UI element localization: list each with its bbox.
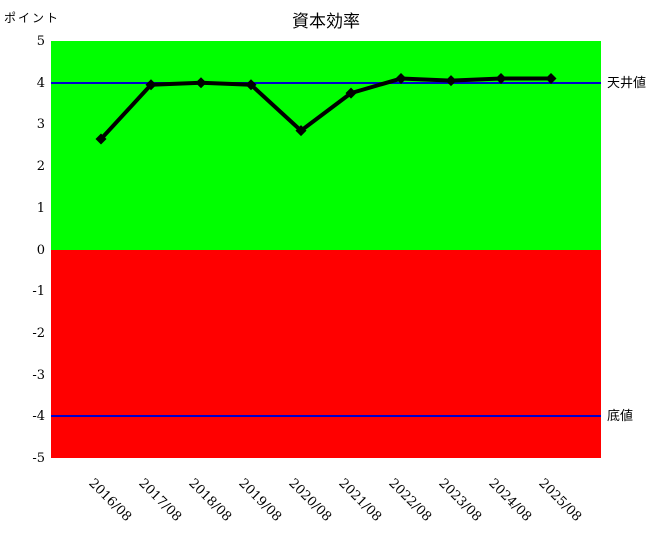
zone-band <box>51 41 601 250</box>
y-tick-label: 0 <box>36 242 45 258</box>
y-tick-label: -1 <box>32 284 45 300</box>
y-tick-label: 3 <box>36 117 45 133</box>
diamond-marker <box>295 125 307 137</box>
y-tick-label: -3 <box>32 367 45 383</box>
y-tick-label: 5 <box>36 34 45 49</box>
series-line <box>99 76 551 141</box>
y-tick-label: -2 <box>32 325 45 341</box>
diamond-marker <box>445 75 457 87</box>
x-tick-label: 2016/08 <box>85 476 135 525</box>
threshold-label: 天井値 <box>607 75 647 91</box>
x-tick-label: 2024/08 <box>485 476 535 525</box>
x-tick-label: 2018/08 <box>185 476 235 525</box>
zone-band <box>51 249 601 458</box>
diamond-marker <box>245 79 257 91</box>
threshold-line <box>51 415 601 418</box>
threshold-line <box>51 81 601 84</box>
y-tick-label: 4 <box>36 75 45 91</box>
diamond-marker <box>545 73 557 85</box>
y-tick-label: 1 <box>36 200 45 216</box>
chart-title: 資本効率 <box>292 12 360 32</box>
diamond-marker <box>395 73 407 85</box>
data-series-layer <box>95 73 557 145</box>
x-tick-label: 2023/08 <box>435 476 485 525</box>
y-tick-label: -4 <box>32 409 45 425</box>
diamond-marker <box>345 87 357 99</box>
plot-area <box>51 41 601 458</box>
x-tick-label: 2017/08 <box>135 476 185 525</box>
diamond-marker <box>145 79 157 91</box>
x-tick-label: 2022/08 <box>385 476 435 525</box>
x-tick-label: 2025/08 <box>535 476 585 525</box>
x-tick-label: 2019/08 <box>235 476 285 525</box>
y-tick-label: -5 <box>32 451 45 466</box>
y-tick-label: 2 <box>36 159 45 175</box>
y-axis-title: ポイント <box>4 11 61 25</box>
diamond-marker <box>495 73 507 85</box>
x-tick-label: 2020/08 <box>285 476 335 525</box>
x-tick-label: 2021/08 <box>335 476 385 525</box>
diamond-marker <box>95 133 107 145</box>
diamond-marker <box>195 77 207 89</box>
threshold-label: 底値 <box>607 409 634 425</box>
